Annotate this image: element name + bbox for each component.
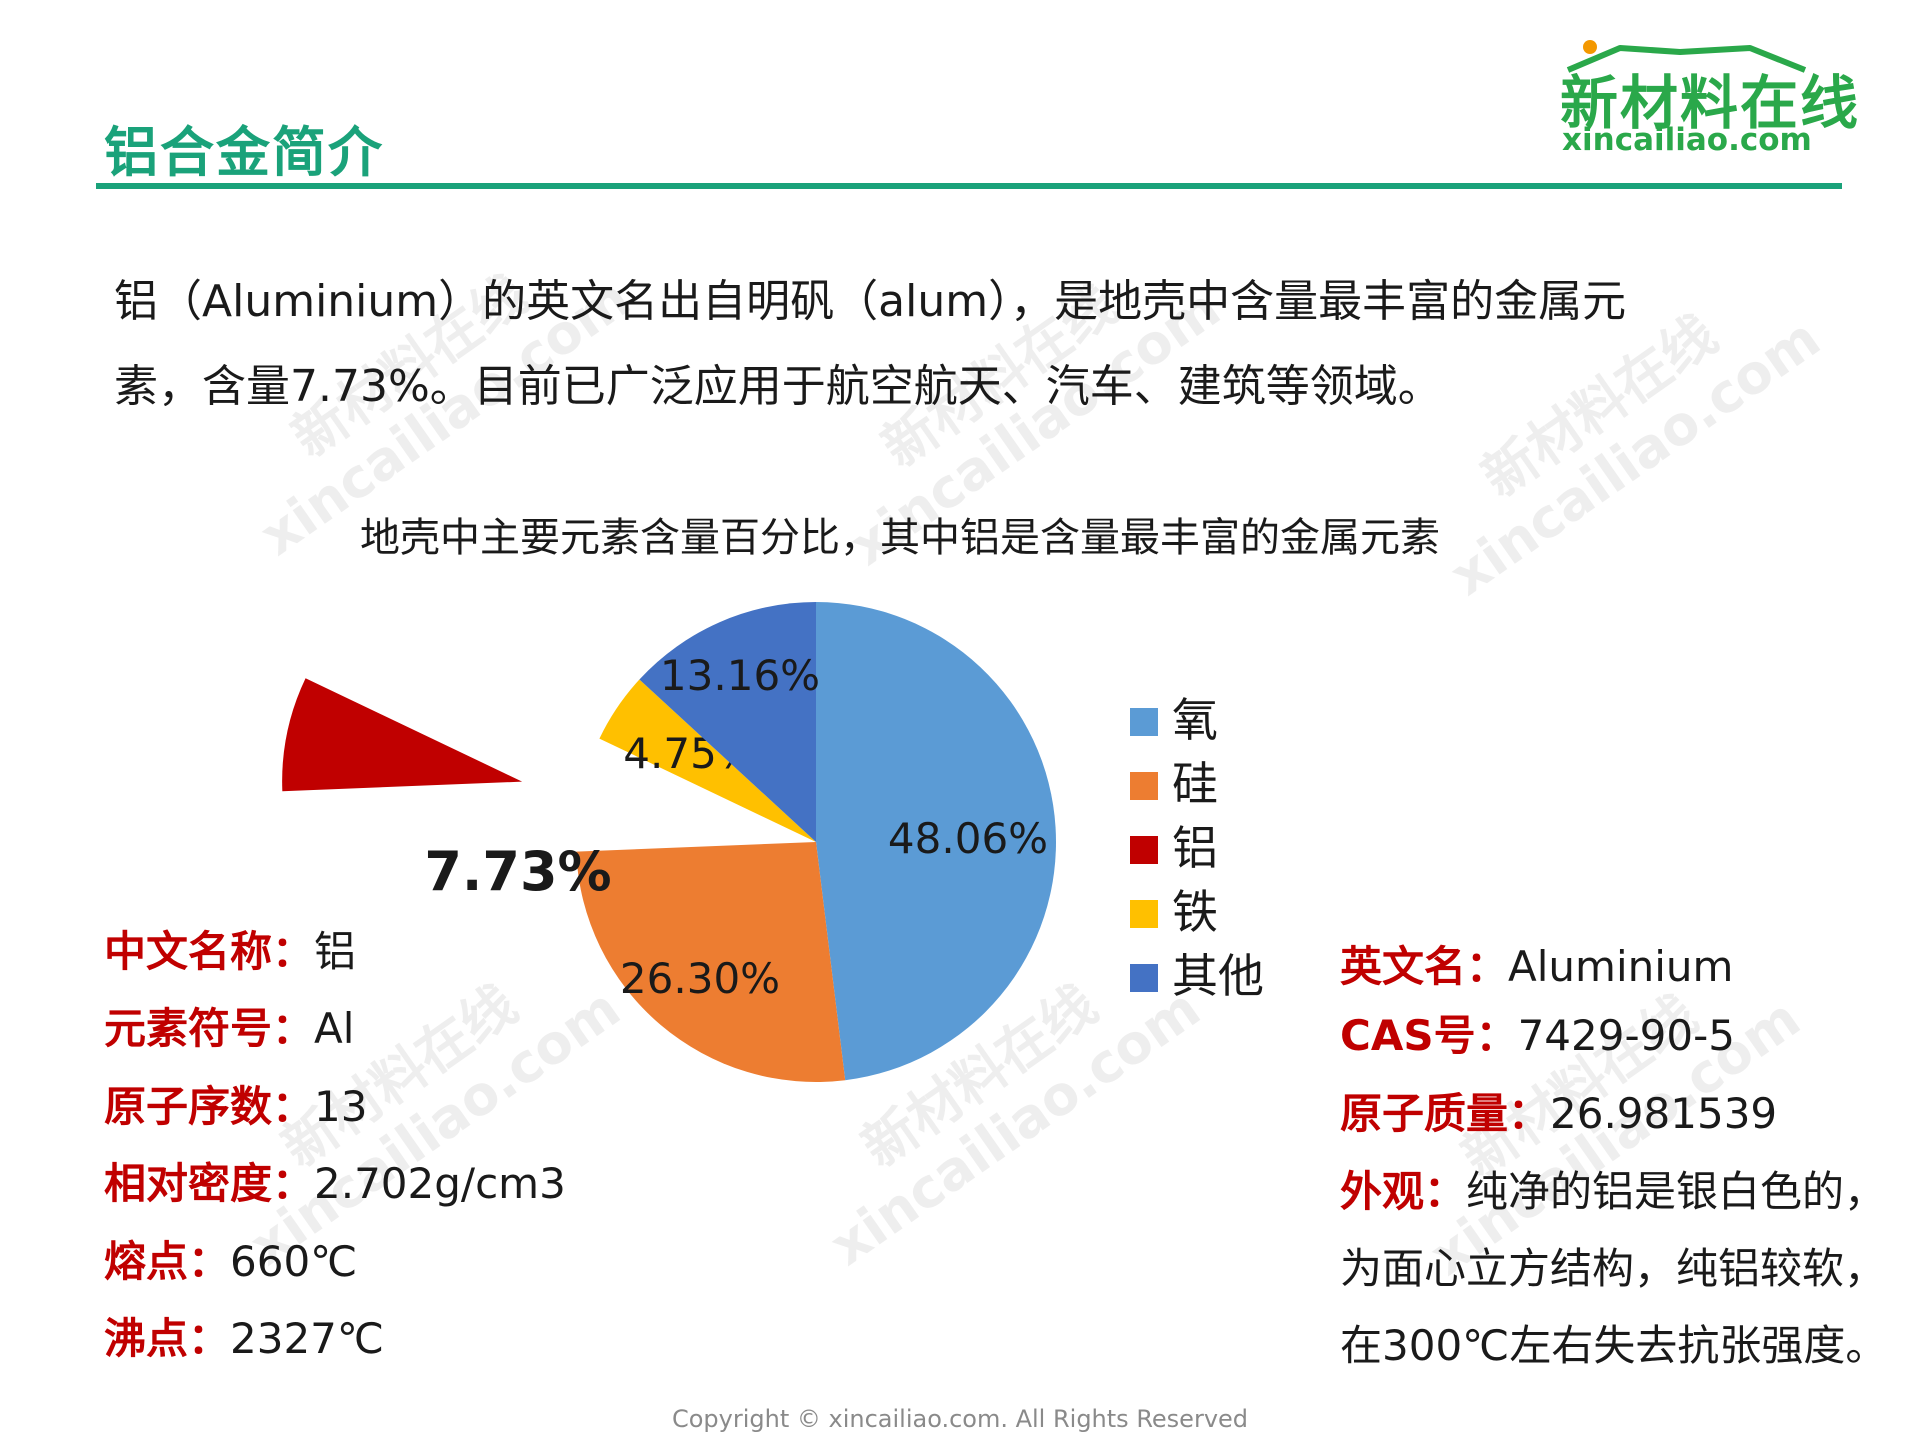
intro-line: 素，含量7.73%。目前已广泛应用于航空航天、汽车、建筑等领域。	[114, 361, 1442, 412]
logo-text-cn: 新材料在线	[1560, 69, 1861, 137]
chart-title: 地壳中主要元素含量百分比，其中铝是含量最丰富的金属元素	[360, 515, 1440, 561]
info-row-boiling-point: 沸点：2327℃	[104, 1314, 385, 1363]
info-row-cas: CAS号：7429-90-5	[1340, 1011, 1735, 1060]
legend-swatch-iron	[1130, 900, 1158, 928]
legend-label-oxygen: 氧	[1172, 693, 1218, 747]
info-row-en-name: 英文名：Aluminium	[1340, 942, 1734, 991]
data-label-other: 13.16%	[660, 651, 820, 700]
intro-line: 铝（Aluminium）的英文名出自明矾（alum），是地壳中含量最丰富的金属元	[114, 276, 1627, 327]
legend-label-other: 其他	[1172, 949, 1264, 1003]
info-row-atomic-number: 原子序数：13	[104, 1082, 368, 1131]
brand-logo: 新材料在线 xincailiao.com	[1550, 38, 1858, 158]
pie-slice-iron	[599, 679, 816, 842]
info-row-symbol: 元素符号：Al	[104, 1004, 355, 1053]
data-label-aluminium: 7.73%	[424, 840, 611, 903]
info-row-atomic-mass: 原子质量：26.981539	[1340, 1089, 1778, 1138]
copyright-footer: Copyright © xincailiao.com. All Rights R…	[671, 1405, 1249, 1433]
pie-slice-silicon	[576, 842, 846, 1082]
legend-swatch-oxygen	[1130, 708, 1158, 736]
legend-label-aluminium: 铝	[1172, 821, 1218, 875]
appearance-line: 在300℃左右失去抗张强度。	[1340, 1321, 1888, 1370]
title-divider	[96, 183, 1842, 189]
info-row-cn-name: 中文名称：铝	[104, 927, 357, 976]
legend-swatch-silicon	[1130, 772, 1158, 800]
pie-slice-oxygen	[816, 602, 1057, 1081]
pie-slice-other	[639, 602, 816, 842]
legend-swatch-aluminium	[1130, 836, 1158, 864]
logo-text-en: xincailiao.com	[1562, 122, 1812, 158]
info-row-melting-point: 熔点：660℃	[104, 1237, 358, 1286]
data-label-silicon: 26.30%	[620, 954, 780, 1003]
info-row-appearance: 外观：纯净的铝是银白色的，	[1340, 1167, 1887, 1216]
legend-label-iron: 铁	[1172, 885, 1218, 939]
legend-swatch-other	[1130, 964, 1158, 992]
pie-slice-aluminium	[282, 678, 523, 792]
appearance-line: 为面心立方结构，纯铝较软，	[1340, 1244, 1887, 1293]
data-label-oxygen: 48.06%	[888, 814, 1048, 863]
info-row-density: 相对密度：2.702g/cm3	[104, 1159, 566, 1208]
page-title: 铝合金简介	[104, 121, 384, 184]
logo-roof-icon	[1566, 40, 1807, 73]
legend-label-silicon: 硅	[1172, 757, 1218, 811]
